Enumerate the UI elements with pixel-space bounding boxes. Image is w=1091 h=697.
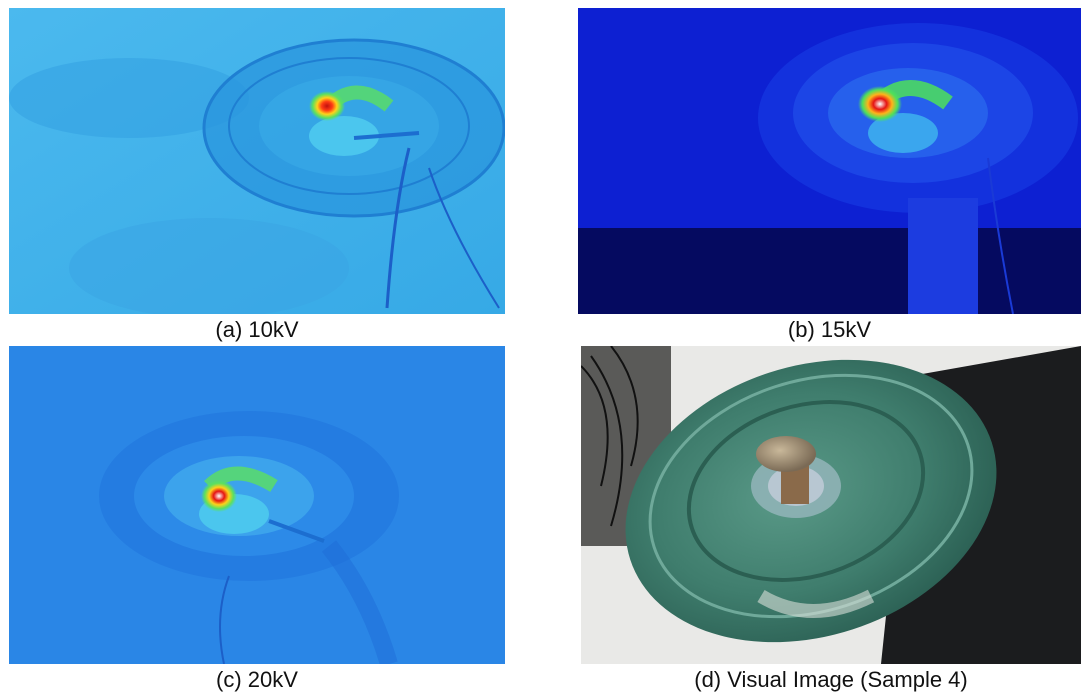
thermal-image-20kv xyxy=(9,346,505,664)
caption-a: (a) 10kV xyxy=(215,317,299,342)
thermal-image-15kv xyxy=(578,8,1081,314)
visual-image-sample-4 xyxy=(581,346,1081,664)
thermal-image-10kv xyxy=(9,8,505,314)
caption-b: (b) 15kV xyxy=(787,317,872,342)
caption-c: (c) 20kV xyxy=(216,667,298,692)
caption-d: (d) Visual Image (Sample 4) xyxy=(694,667,968,692)
